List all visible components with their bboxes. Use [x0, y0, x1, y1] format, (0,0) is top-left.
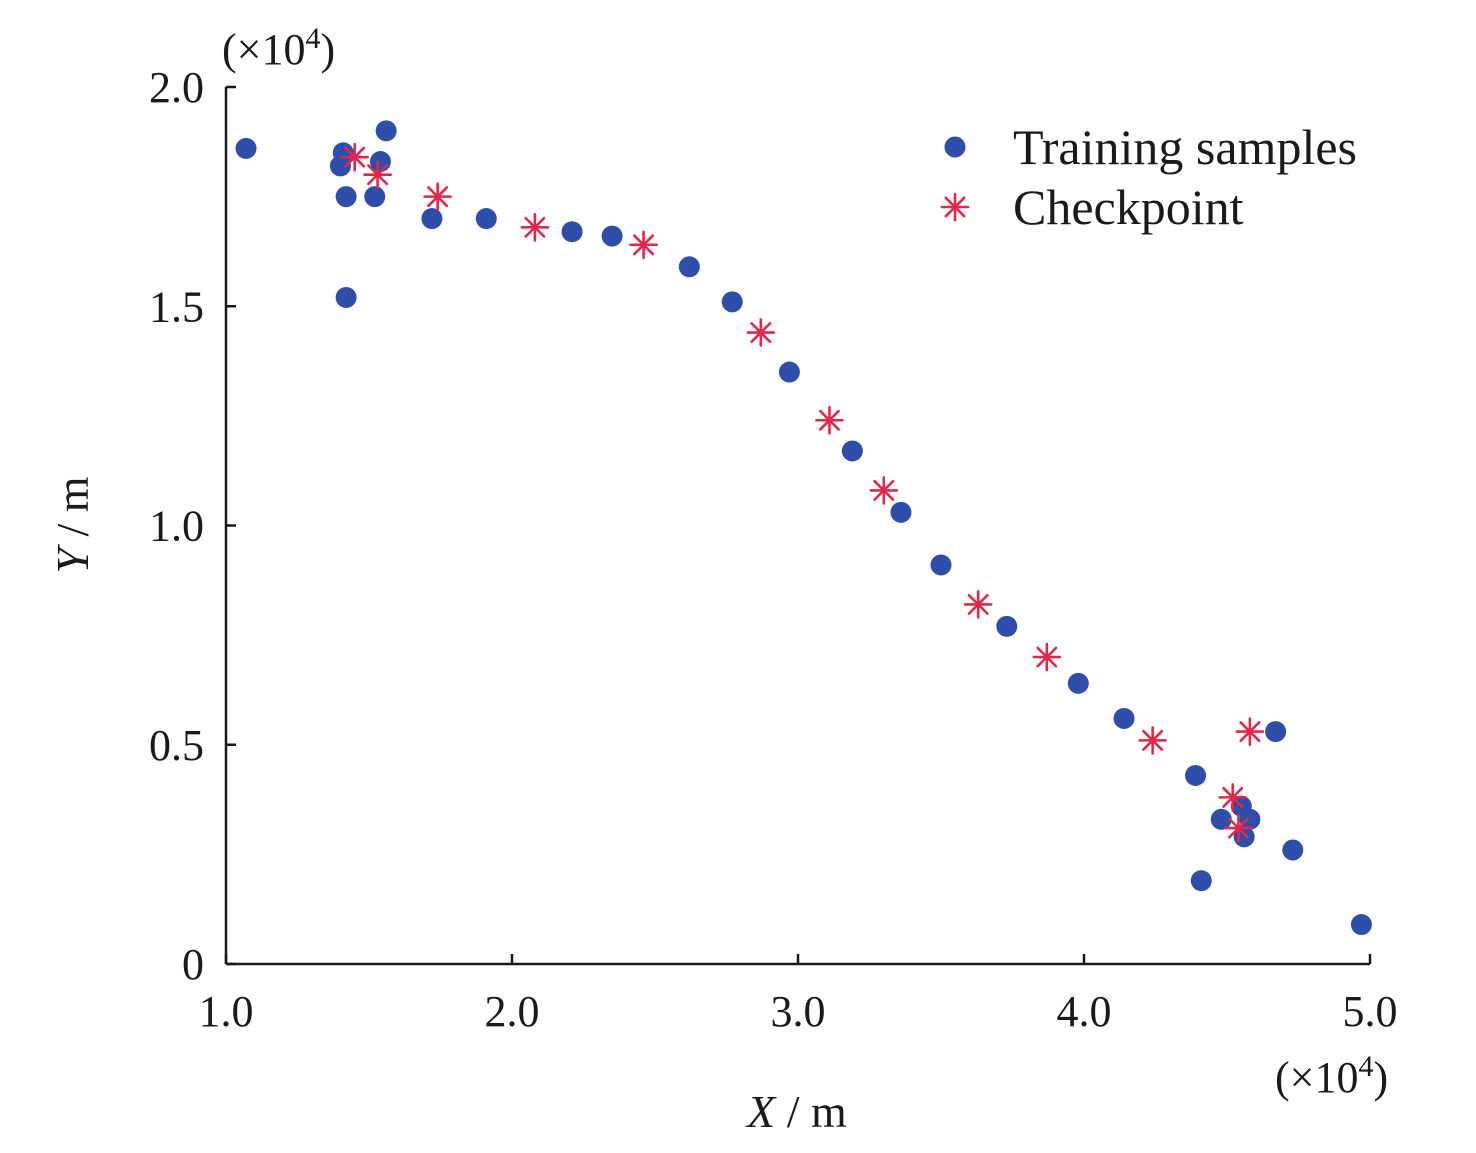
- data-point-asterisk: [746, 318, 776, 347]
- data-point-circle: [930, 554, 952, 576]
- data-point-circle: [1282, 839, 1304, 861]
- data-point-circle: [235, 137, 257, 159]
- x-tick-label: 3.0: [771, 987, 826, 1036]
- legend-marker-circle: [944, 136, 966, 158]
- data-point-circle: [721, 291, 743, 313]
- data-point-circle: [778, 361, 800, 383]
- data-point-asterisk: [1218, 783, 1248, 812]
- data-point-circle: [375, 120, 397, 142]
- y-tick-label: 1.5: [149, 282, 204, 331]
- x-axis: 1.0 2.0 3.0 4.0 5.0: [199, 954, 1398, 1036]
- data-point-asterisk: [520, 213, 550, 242]
- x-axis-title: X / m: [745, 1086, 847, 1137]
- data-point-circle: [561, 221, 583, 243]
- data-point-circle: [1265, 721, 1287, 743]
- data-point-asterisk: [963, 590, 993, 619]
- x-tick-label: 2.0: [485, 987, 540, 1036]
- data-point-circle: [1239, 808, 1261, 830]
- data-point-circle: [601, 225, 623, 247]
- y-axis-title: Y / m: [47, 476, 98, 573]
- data-point-circle: [1113, 707, 1135, 729]
- data-point-asterisk: [869, 476, 899, 505]
- x-tick-label: 5.0: [1343, 987, 1398, 1036]
- data-point-asterisk: [815, 405, 844, 435]
- data-point-circle: [1185, 764, 1207, 786]
- data-point-asterisk: [340, 142, 370, 172]
- x-tick-label: 1.0: [199, 987, 254, 1036]
- data-point-circle: [1067, 672, 1089, 694]
- data-point-asterisk: [1138, 726, 1167, 755]
- data-point-asterisk: [1032, 642, 1062, 672]
- data-point-circle: [841, 440, 863, 462]
- series-asterisk: [340, 142, 1265, 843]
- data-point-circle: [475, 208, 497, 230]
- data-point-circle: [996, 615, 1018, 637]
- data-marks: [235, 120, 1372, 936]
- legend-marker-asterisk: [940, 192, 970, 222]
- y-tick-label: 1.0: [149, 502, 204, 551]
- data-point-circle: [1190, 870, 1212, 892]
- data-point-circle: [890, 501, 912, 523]
- y-tick-label: 0: [182, 940, 204, 989]
- y-axis-multiplier: (×104): [222, 22, 335, 75]
- x-axis-multiplier: (×104): [1275, 1050, 1388, 1103]
- y-tick-label: 0.5: [149, 721, 204, 770]
- data-point-circle: [329, 155, 351, 177]
- data-point-asterisk: [423, 182, 452, 211]
- data-point-circle: [364, 186, 386, 208]
- data-point-asterisk: [363, 160, 392, 189]
- data-point-asterisk: [1224, 813, 1253, 843]
- legend-entry: Checkpoint: [940, 179, 1244, 235]
- legend-label: Training samples: [1013, 119, 1357, 175]
- data-point-circle: [335, 286, 357, 308]
- y-axis: 0 0.5 1.0 1.5 2.0: [149, 63, 236, 989]
- legend-label: Checkpoint: [1013, 179, 1244, 235]
- data-point-asterisk: [1235, 717, 1265, 746]
- data-point-circle: [421, 208, 443, 230]
- data-point-circle: [1350, 914, 1372, 936]
- series-circle: [235, 120, 1372, 936]
- legend-entry: Training samples: [944, 119, 1357, 175]
- data-point-circle: [678, 256, 700, 278]
- data-point-circle: [335, 186, 357, 208]
- y-tick-label: 2.0: [149, 63, 204, 112]
- x-tick-label: 4.0: [1057, 987, 1112, 1036]
- data-point-circle: [1210, 808, 1232, 830]
- data-point-asterisk: [629, 230, 658, 260]
